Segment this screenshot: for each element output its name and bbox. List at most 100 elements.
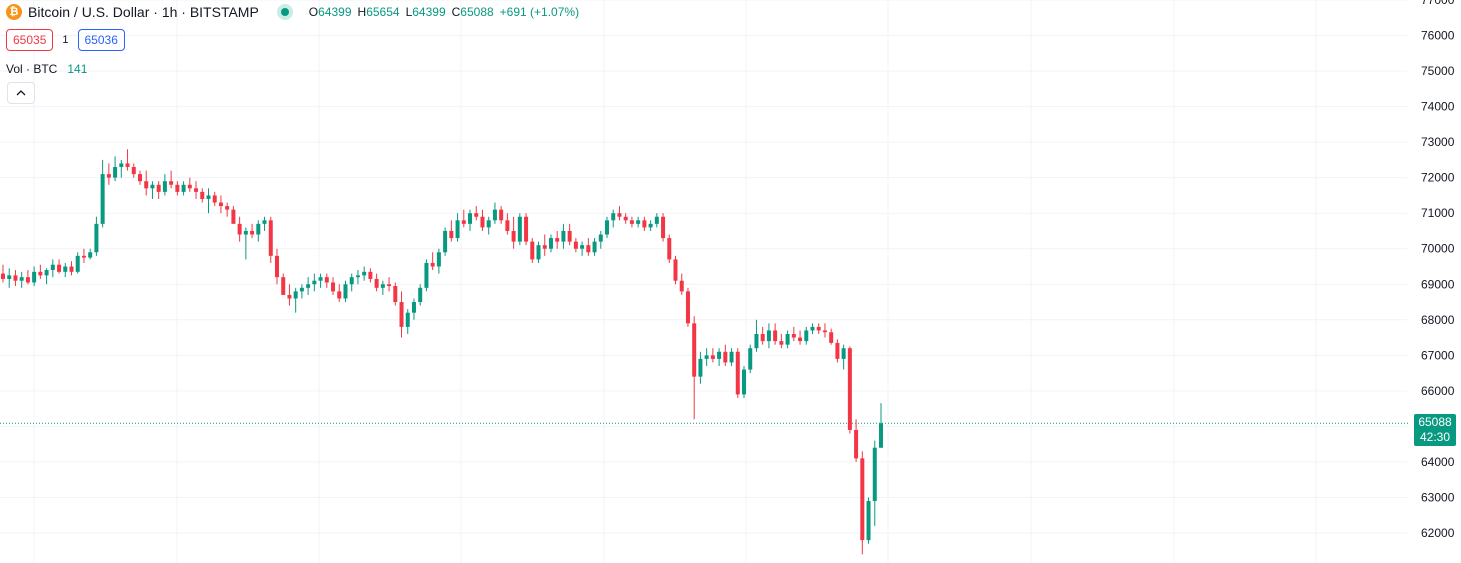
candle (872, 440, 877, 526)
candle-body (598, 234, 603, 242)
candle-body (293, 291, 298, 299)
candle (505, 213, 510, 235)
candle-body (331, 282, 336, 292)
candle (555, 230, 560, 249)
candle (262, 216, 267, 231)
candle (306, 277, 311, 295)
candle-body (629, 220, 634, 224)
candle-body (181, 184, 186, 192)
candle-body (113, 167, 118, 178)
grid-lines (0, 0, 1407, 563)
candle-body (524, 216, 529, 242)
y-tick-label: 64000 (1421, 455, 1455, 469)
candle (256, 220, 261, 242)
candle-body (561, 230, 566, 242)
candle-body (810, 326, 815, 331)
candle-body (200, 191, 205, 199)
candle (486, 216, 491, 235)
candle-body (443, 230, 448, 253)
open-value: 64399 (318, 5, 352, 19)
candle (231, 206, 236, 224)
candle (150, 181, 155, 199)
candle-body (854, 429, 859, 459)
candle (63, 262, 68, 278)
candle (542, 234, 547, 256)
candle-body (405, 312, 410, 327)
candle-body (860, 458, 865, 541)
candle (822, 323, 827, 338)
buy-button[interactable]: 65036 (77, 29, 125, 51)
y-tick-label: 66000 (1421, 384, 1455, 398)
candle (299, 284, 304, 299)
candle (88, 248, 93, 260)
candle-body (57, 264, 62, 272)
candle (536, 241, 541, 263)
candle (355, 270, 360, 285)
candle-body (723, 351, 728, 363)
candle (729, 348, 734, 366)
candle (623, 213, 628, 224)
candle (748, 344, 753, 374)
candle (349, 273, 354, 292)
candle (791, 326, 796, 342)
candle-body (187, 184, 192, 189)
candle-body (455, 220, 460, 239)
candle-body (7, 275, 12, 279)
y-tick-label: 67000 (1421, 348, 1455, 362)
candle (841, 344, 846, 370)
candle-body (324, 277, 329, 283)
low-value: 64399 (412, 5, 446, 19)
candle-body (343, 284, 348, 299)
candle (94, 216, 99, 256)
price-axis[interactable]: 6200063000640006500066000670006800069000… (1421, 0, 1455, 540)
candle (779, 334, 784, 349)
candle-body (517, 216, 522, 242)
sell-button[interactable]: 65035 (6, 29, 54, 51)
candle (144, 170, 149, 196)
candle-body (804, 330, 809, 342)
candle (194, 181, 199, 199)
candle-body (430, 262, 435, 267)
close-label: C (451, 5, 461, 19)
candle-body (268, 220, 273, 256)
close-value: 65088 (460, 5, 494, 19)
candle-body (32, 271, 37, 283)
candle (710, 348, 715, 363)
candle (187, 177, 192, 192)
candle (131, 163, 136, 178)
candle (312, 273, 317, 292)
candle (38, 264, 43, 279)
candle (212, 191, 217, 207)
candle-body (567, 230, 572, 242)
y-tick-label: 71000 (1421, 206, 1455, 220)
candle (368, 268, 373, 283)
candle-body (505, 220, 510, 231)
candle (13, 270, 18, 287)
candle (19, 271, 24, 288)
candle (567, 223, 572, 246)
y-tick-label: 68000 (1421, 313, 1455, 327)
candle-body (754, 334, 759, 349)
candle (717, 348, 722, 366)
candle (225, 202, 230, 217)
candle (274, 248, 279, 285)
candle-body (685, 291, 690, 324)
y-tick-label: 63000 (1421, 490, 1455, 504)
candle (742, 365, 747, 398)
candle (175, 181, 180, 196)
candle-body (605, 220, 610, 235)
candle (735, 348, 740, 398)
candle (723, 344, 728, 366)
candle-body (362, 271, 367, 276)
candle (25, 270, 30, 285)
volume-label[interactable]: Vol · BTC (6, 62, 58, 76)
candle-body (287, 294, 292, 299)
collapse-legend-button[interactable] (7, 82, 35, 104)
candle (69, 261, 74, 276)
candle (7, 268, 12, 288)
candle-body (237, 223, 242, 235)
candle (411, 298, 416, 320)
candle-body (872, 447, 877, 502)
symbol-title[interactable]: Bitcoin / U.S. Dollar · 1h · BITSTAMP (28, 4, 259, 20)
